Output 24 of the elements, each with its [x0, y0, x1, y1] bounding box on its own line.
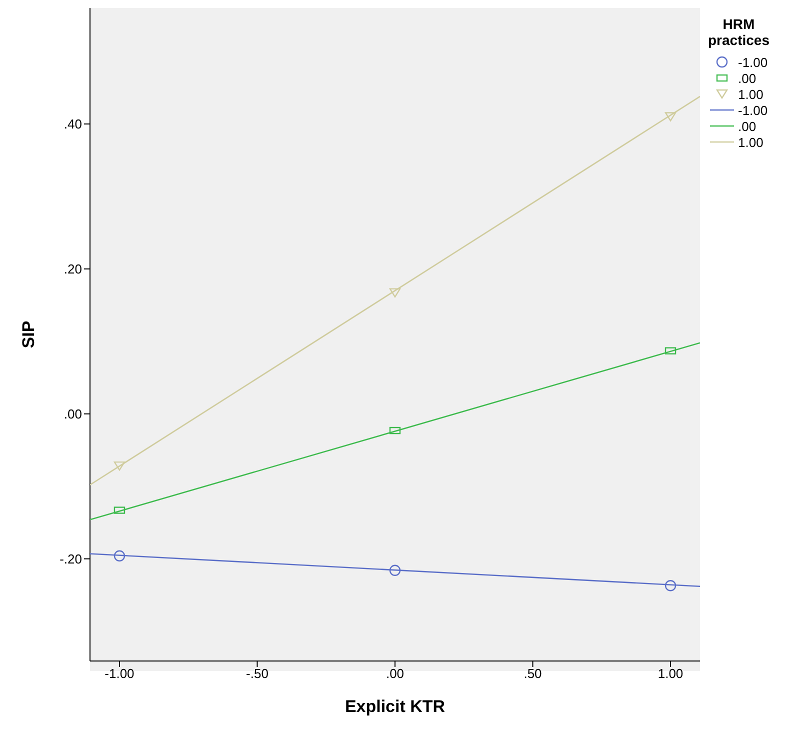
x-tick-label: 1.00 [658, 666, 684, 682]
y-tick-label: -.20 [60, 551, 82, 566]
legend-label: .00 [738, 70, 756, 86]
point [114, 461, 126, 471]
x-tick-label: -.50 [246, 666, 268, 682]
legend-label: .00 [738, 118, 756, 134]
y-tick-label: .40 [64, 116, 82, 132]
x-axis-title: Explicit KTR [344, 697, 446, 716]
point [389, 288, 401, 298]
legend-label: 1.00 [738, 134, 764, 150]
legend-label: -1.00 [738, 54, 768, 70]
y-tick-label: .20 [64, 262, 82, 277]
y-tick-label: .00 [64, 406, 82, 422]
x-tick-label: -1.00 [104, 666, 134, 682]
point [664, 580, 676, 592]
point [389, 564, 401, 576]
legend-label: 1.00 [738, 86, 764, 102]
legend-title: HRM practices [708, 16, 770, 48]
x-tick-label: .00 [386, 666, 404, 682]
y-axis-title: SIP [19, 320, 38, 348]
point [114, 550, 126, 562]
point [664, 112, 676, 122]
legend-label: -1.00 [738, 102, 768, 118]
x-tick-label: .50 [524, 666, 542, 682]
